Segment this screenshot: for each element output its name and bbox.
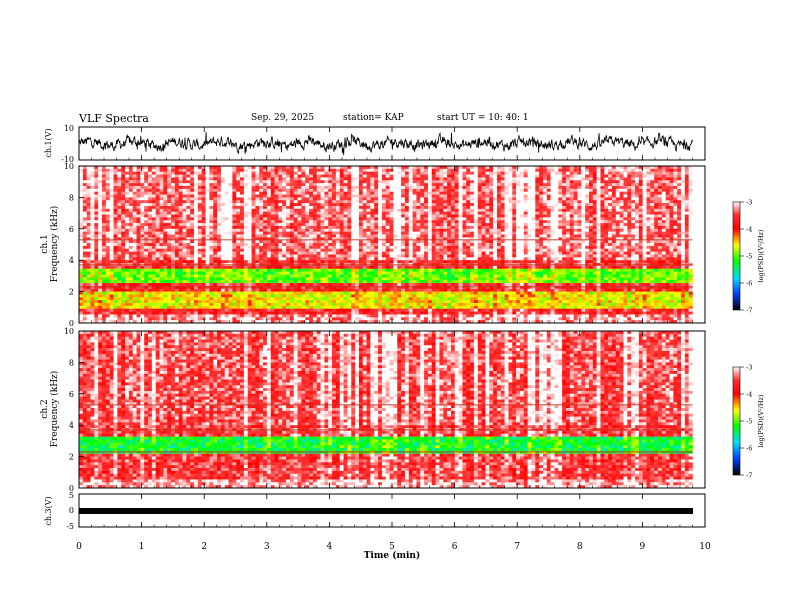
xtick-label: 5 [389,542,395,552]
ch1-ylabel: ch.1(V) [44,128,53,157]
station-label: station= KAP [343,113,404,123]
colorbar-tick-label: -4 [746,391,752,399]
colorbar-tick-label: -7 [746,472,752,480]
ch1-waveform-panel: 10 -10 ch.1(V) [44,124,706,164]
ch1-ytick-bottom: -10 [61,155,74,164]
ch2-spectrogram-heatmap [79,331,693,489]
date-label: Sep. 29, 2025 [251,113,315,123]
xtick-label: 8 [577,542,583,552]
xtick-label: 1 [139,542,145,552]
ch1-ytick-top: 10 [64,124,74,133]
ch2-ylabel-frequency: Frequency (kHz) [49,371,60,448]
colorbar-tick-label: -7 [746,307,752,315]
ch1-ylabel-frequency: Frequency (kHz) [49,206,60,283]
ch1-colorbar: -3 -4 -5 -6 -7 log(PSD)(V²/Hz) [732,199,765,315]
ch1-spectrogram-panel: 0 2 4 6 8 10 ch.1 Frequency (kHz) [40,162,706,328]
colorbar-tick-label: -6 [746,445,752,453]
ch1-waveform-trace [78,131,693,156]
ytick-label: 6 [69,390,74,399]
ytick-label: 8 [69,358,74,367]
xtick-label: 0 [76,542,82,552]
ytick-label: 10 [64,162,74,171]
xtick-label: 10 [699,542,711,552]
colorbar-tick-label: -5 [746,418,752,426]
ytick-label: 0 [69,319,74,328]
ch1-colorbar-label: log(PSD)(V²/Hz) [757,229,765,282]
plot-title: VLF Spectra [79,112,149,125]
colorbar-tick-label: -6 [746,280,752,288]
colorbar-tick-label: -5 [746,253,752,261]
ch2-spectrogram-panel: 0 2 4 6 8 10 ch.2 Frequency (kHz) [40,327,706,493]
ytick-label: 2 [69,453,74,462]
ch3-waveform-trace [79,508,693,514]
xaxis-label: Time (min) [364,550,421,561]
ch3-ytick-middle: 0 [69,506,74,515]
ytick-label: 4 [69,256,74,265]
ytick-label: 10 [64,327,74,336]
colorbar-tick-label: -4 [746,226,752,234]
ytick-label: 8 [69,193,74,202]
start-time-label: start UT = 10: 40: 1 [437,113,529,123]
xtick-label: 6 [452,542,458,552]
ytick-label: 6 [69,225,74,234]
ch2-colorbar: -3 -4 -5 -6 -7 log(PSD)(V²/Hz) [732,364,765,480]
xtick-label: 9 [640,542,646,552]
ytick-label: 4 [69,421,74,430]
ytick-label: 2 [69,288,74,297]
ch1-ylabel-channel: ch.1 [40,234,50,253]
ytick-label: 0 [69,484,74,493]
time-axis: 0 1 2 3 4 5 6 7 8 9 10 [76,127,711,552]
ch2-ylabel-channel: ch.2 [40,399,50,418]
xtick-label: 2 [201,542,207,552]
ch2-colorbar-label: log(PSD)(V²/Hz) [757,394,765,447]
ch3-ytick-bottom: -5 [66,522,74,531]
ch1-spectrogram-heatmap [79,166,693,324]
colorbar-tick-label: -3 [746,364,752,372]
xtick-label: 4 [327,542,333,552]
xtick-label: 3 [264,542,270,552]
colorbar-tick-label: -3 [746,199,752,207]
ch3-ylabel: ch.3(V) [44,496,53,525]
xtick-label: 7 [514,542,520,552]
ch3-waveform-panel: 5 0 -5 ch.3(V) [44,491,706,531]
ch3-ytick-top: 5 [69,491,74,500]
